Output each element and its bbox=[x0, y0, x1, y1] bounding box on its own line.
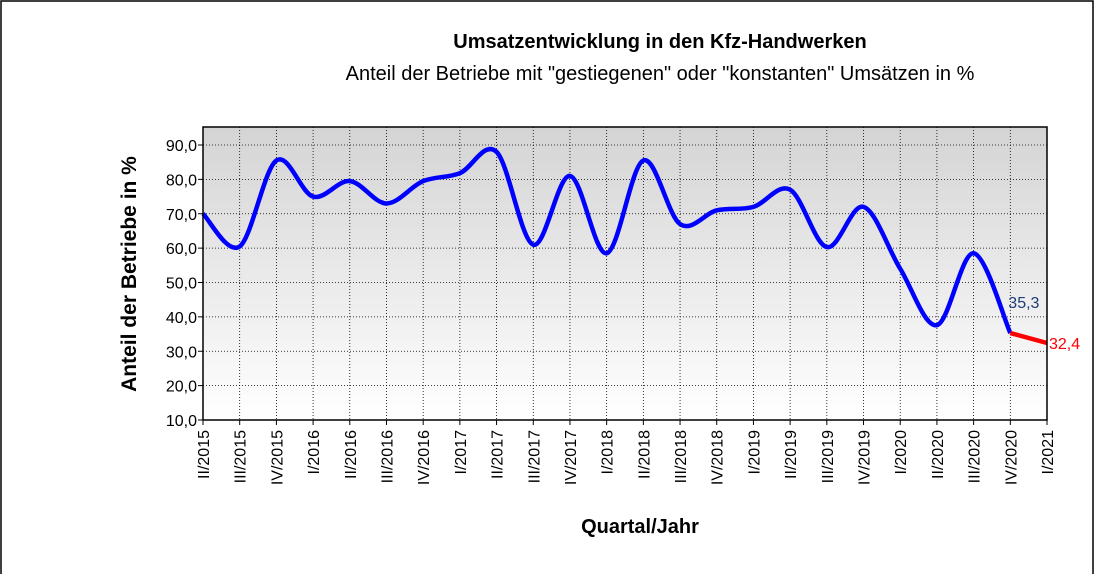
y-tick-label: 10,0 bbox=[166, 413, 197, 430]
x-tick-label: II/2015 bbox=[196, 430, 213, 479]
x-tick-label: III/2016 bbox=[379, 430, 396, 483]
x-tick-label: I/2018 bbox=[600, 430, 617, 475]
data-label: 32,4 bbox=[1049, 336, 1080, 353]
x-tick-label: I/2016 bbox=[306, 430, 323, 475]
x-tick-label: III/2018 bbox=[673, 430, 690, 483]
x-tick-label: II/2019 bbox=[783, 430, 800, 479]
y-tick-label: 50,0 bbox=[166, 276, 197, 293]
y-tick-label: 60,0 bbox=[166, 241, 197, 258]
line-series bbox=[1009, 330, 1048, 346]
x-tick-label: II/2020 bbox=[930, 430, 947, 479]
x-tick-label: I/2017 bbox=[453, 430, 470, 475]
x-tick-label: IV/2016 bbox=[416, 430, 433, 485]
x-tick-label: I/2020 bbox=[893, 430, 910, 475]
x-tick-label: II/2017 bbox=[490, 430, 507, 479]
y-tick-label: 70,0 bbox=[166, 207, 197, 224]
x-tick-label: IV/2018 bbox=[710, 430, 727, 485]
x-tick-label: II/2016 bbox=[343, 430, 360, 479]
y-tick-label: 90,0 bbox=[166, 138, 197, 155]
plot-area bbox=[203, 127, 1047, 420]
x-tick-label: II/2018 bbox=[636, 430, 653, 479]
x-tick-label: IV/2017 bbox=[563, 430, 580, 485]
y-axis-label: Anteil der Betriebe in % bbox=[118, 156, 141, 392]
x-tick-label: I/2021 bbox=[1040, 430, 1057, 475]
x-tick-label: IV/2015 bbox=[269, 430, 286, 485]
chart-subtitle: Anteil der Betriebe mit "gestiegenen" od… bbox=[346, 63, 975, 85]
x-tick-label: IV/2020 bbox=[1003, 430, 1020, 485]
y-tick-label: 40,0 bbox=[166, 310, 197, 327]
y-tick-label: 30,0 bbox=[166, 344, 197, 361]
y-tick-label: 80,0 bbox=[166, 172, 197, 189]
plot-border bbox=[202, 126, 1048, 421]
x-tick-label: IV/2019 bbox=[857, 430, 874, 485]
x-tick-label: I/2019 bbox=[746, 430, 763, 475]
y-tick-label: 20,0 bbox=[166, 379, 197, 396]
data-label: 35,3 bbox=[1008, 295, 1039, 312]
x-tick-label: III/2017 bbox=[526, 430, 543, 483]
chart-title: Umsatzentwicklung in den Kfz-Handwerken bbox=[453, 31, 866, 53]
line-series bbox=[201, 146, 1013, 334]
x-tick-label: III/2015 bbox=[233, 430, 250, 483]
x-axis-label: Quartal/Jahr bbox=[581, 516, 699, 538]
x-tick-label: III/2019 bbox=[820, 430, 837, 483]
x-tick-label: III/2020 bbox=[967, 430, 984, 483]
